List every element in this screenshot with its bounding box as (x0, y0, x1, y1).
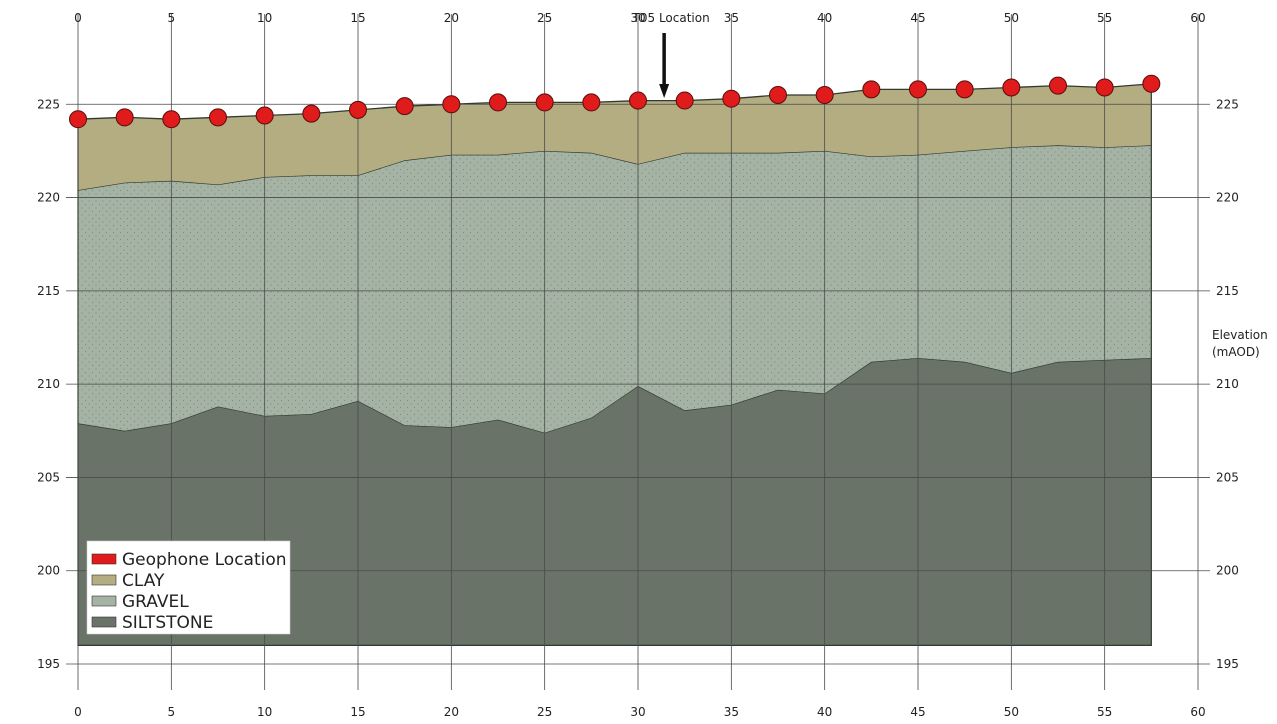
geophone-points (69, 74, 1161, 129)
geophone-point (255, 106, 274, 125)
legend-label: GRAVEL (122, 592, 189, 612)
geophone-point (862, 80, 881, 99)
y-axis-label-line: Elevation (1212, 328, 1268, 342)
geophone-point (489, 93, 507, 112)
legend-swatch (91, 616, 117, 628)
geophone-point (395, 97, 414, 116)
geophone-point (1049, 76, 1067, 95)
legend-label: Geophone Location (122, 550, 287, 570)
x-tick-label-top: 50 (1004, 11, 1019, 25)
layer-siltstone (78, 358, 1152, 646)
geophone-point (115, 108, 134, 127)
x-tick-label-bottom: 5 (168, 705, 176, 719)
x-tick-label-bottom: 60 (1190, 705, 1205, 719)
geophone-point (815, 85, 834, 104)
y-tick-label-left: 215 (37, 284, 60, 298)
geophone-point (162, 110, 181, 129)
geophone-point (1142, 74, 1161, 93)
x-tick-label-bottom: 20 (444, 705, 459, 719)
geophone-point (1002, 78, 1021, 97)
geophone-point (909, 80, 927, 99)
axis-ticks: 0055101015152020252530303535404045455050… (37, 11, 1239, 719)
geophone-point (349, 100, 367, 119)
x-tick-label-top: 5 (168, 11, 176, 25)
x-tick-label-bottom: 55 (1097, 705, 1112, 719)
annotation-arrow-head (659, 84, 670, 98)
x-tick-label-bottom: 35 (724, 705, 739, 719)
x-tick-label-top: 60 (1190, 11, 1205, 25)
y-tick-label-left: 210 (37, 377, 60, 391)
legend-swatch (91, 553, 117, 565)
x-tick-label-bottom: 30 (630, 705, 645, 719)
legend-label: SILTSTONE (122, 613, 213, 633)
x-tick-label-bottom: 10 (257, 705, 272, 719)
legend-swatch (91, 595, 117, 607)
x-tick-label-bottom: 40 (817, 705, 832, 719)
y-axis-label-line: (mAOD) (1212, 345, 1260, 359)
y-tick-label-right: 205 (1216, 470, 1239, 484)
geophone-point (629, 91, 647, 110)
geophone-point (535, 93, 554, 112)
geophone-point (1095, 78, 1114, 97)
y-tick-label-right: 200 (1216, 564, 1239, 578)
x-tick-label-top: 20 (444, 11, 459, 25)
geophone-point (582, 93, 601, 112)
y-tick-label-right: 215 (1216, 284, 1239, 298)
x-tick-label-top: 25 (537, 11, 552, 25)
x-tick-label-top: 10 (257, 11, 272, 25)
legend-label: CLAY (122, 571, 165, 591)
x-tick-label-top: 15 (350, 11, 365, 25)
geophone-point (209, 108, 227, 127)
x-tick-label-bottom: 50 (1004, 705, 1019, 719)
geophone-point (722, 89, 741, 108)
y-axis-label: Elevation (mAOD) (1212, 328, 1268, 359)
x-tick-label-top: 0 (74, 11, 82, 25)
y-tick-label-right: 210 (1216, 377, 1239, 391)
y-tick-label-left: 225 (37, 97, 60, 111)
geophone-point (69, 110, 87, 129)
layers-group (77, 83, 1152, 646)
geophone-point (955, 80, 974, 99)
geophone-point (769, 85, 787, 104)
x-tick-label-top: 55 (1097, 11, 1112, 25)
layer-boundary-siltstone (77, 357, 1152, 434)
layer-clay (78, 83, 1152, 191)
x-tick-label-top: 40 (817, 11, 832, 25)
legend-box (86, 540, 291, 635)
x-tick-label-top: 45 (910, 11, 925, 25)
x-tick-label-bottom: 15 (350, 705, 365, 719)
legend-swatch (91, 574, 117, 586)
y-tick-label-left: 220 (37, 191, 60, 205)
x-tick-label-top: 30 (630, 11, 645, 25)
y-tick-label-left: 195 (37, 657, 60, 671)
layer-gravel-texture (78, 145, 1152, 433)
geophone-point (675, 91, 694, 110)
x-tick-label-bottom: 0 (74, 705, 82, 719)
y-tick-label-right: 220 (1216, 191, 1239, 205)
x-tick-label-bottom: 45 (910, 705, 925, 719)
x-tick-label-bottom: 25 (537, 705, 552, 719)
y-tick-label-left: 205 (37, 470, 60, 484)
y-tick-label-right: 195 (1216, 657, 1239, 671)
geophone-point (302, 104, 321, 123)
y-tick-label-left: 200 (37, 564, 60, 578)
t05-annotation: T05 Location (632, 11, 710, 98)
annotation-label: T05 Location (632, 11, 710, 25)
x-tick-label-top: 35 (724, 11, 739, 25)
y-tick-label-right: 225 (1216, 97, 1239, 111)
geophone-point (442, 95, 461, 114)
